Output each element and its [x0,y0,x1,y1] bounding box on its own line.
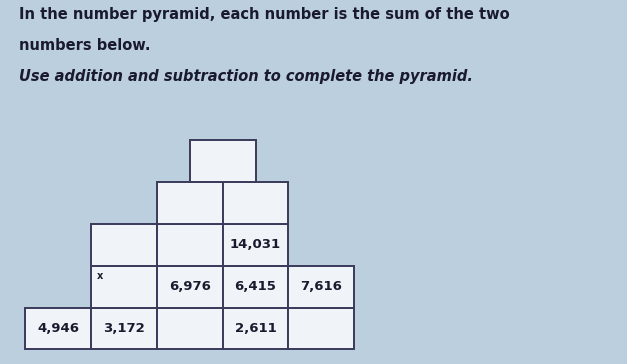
Bar [157,266,223,308]
Text: Use addition and subtraction to complete the pyramid.: Use addition and subtraction to complete… [19,69,473,84]
Text: 4,946: 4,946 [37,322,79,335]
Text: 14,031: 14,031 [230,238,281,251]
Bar [25,308,91,349]
Bar [189,140,256,182]
Text: 2,611: 2,611 [234,322,277,335]
Bar [157,224,223,266]
Text: numbers below.: numbers below. [19,38,150,53]
Bar [91,308,157,349]
Bar [157,182,223,224]
Text: 7,616: 7,616 [300,280,342,293]
Bar [288,308,354,349]
Bar [91,224,157,266]
Bar [91,266,157,308]
Text: x: x [97,271,103,281]
Bar [223,182,288,224]
Bar [223,224,288,266]
Text: 3,172: 3,172 [103,322,145,335]
Bar [223,308,288,349]
Bar [223,266,288,308]
Bar [288,266,354,308]
Bar [157,308,223,349]
Text: 6,976: 6,976 [169,280,211,293]
Text: In the number pyramid, each number is the sum of the two: In the number pyramid, each number is th… [19,7,509,22]
Text: 6,415: 6,415 [234,280,277,293]
